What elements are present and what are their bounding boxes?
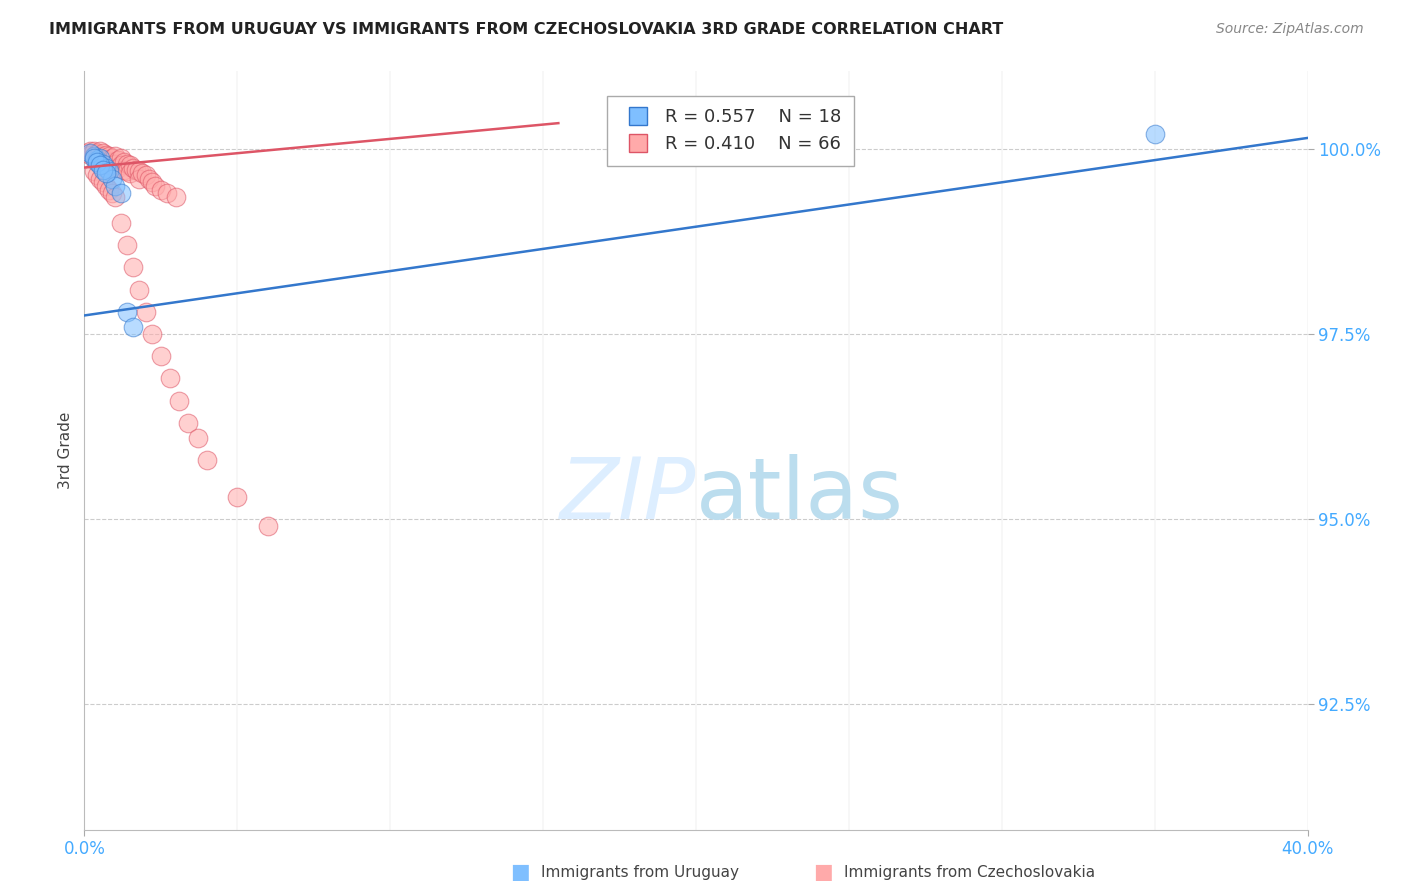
Point — [89, 154, 111, 169]
Point — [97, 164, 120, 178]
Text: IMMIGRANTS FROM URUGUAY VS IMMIGRANTS FROM CZECHOSLOVAKIA 3RD GRADE CORRELATION : IMMIGRANTS FROM URUGUAY VS IMMIGRANTS FR… — [49, 22, 1004, 37]
Text: Immigrants from Uruguay: Immigrants from Uruguay — [541, 865, 740, 880]
Point — [101, 158, 124, 172]
Point — [91, 153, 114, 168]
Point — [94, 161, 117, 175]
Text: ■: ■ — [813, 863, 832, 882]
Point — [83, 144, 105, 158]
Point — [89, 149, 111, 163]
Point — [86, 151, 108, 165]
Point — [94, 158, 117, 172]
Point — [138, 171, 160, 186]
Point — [83, 149, 105, 163]
Text: ZIP: ZIP — [560, 454, 696, 538]
Point — [89, 158, 111, 172]
Point — [128, 171, 150, 186]
Point — [112, 162, 135, 177]
Point — [165, 190, 187, 204]
Point — [115, 305, 138, 319]
Point — [91, 145, 114, 160]
Point — [97, 149, 120, 163]
Point — [79, 145, 101, 160]
Point — [104, 179, 127, 194]
Point — [94, 153, 117, 168]
Point — [167, 393, 190, 408]
Point — [86, 145, 108, 160]
Point — [86, 155, 108, 169]
Point — [91, 175, 114, 189]
Text: Source: ZipAtlas.com: Source: ZipAtlas.com — [1216, 22, 1364, 37]
Point — [101, 151, 124, 165]
Point — [177, 416, 200, 430]
Point — [195, 452, 218, 467]
Point — [104, 157, 127, 171]
Text: ■: ■ — [510, 863, 530, 882]
Point — [94, 166, 117, 180]
Point — [115, 157, 138, 171]
Point — [110, 151, 132, 165]
Point — [257, 519, 280, 533]
Point — [76, 145, 98, 160]
Point — [97, 155, 120, 169]
Point — [91, 162, 114, 177]
Point — [112, 155, 135, 169]
Point — [104, 149, 127, 163]
Point — [110, 216, 132, 230]
Point — [86, 168, 108, 182]
Point — [83, 164, 105, 178]
Point — [141, 175, 163, 189]
Point — [135, 305, 157, 319]
Point — [120, 166, 142, 180]
Point — [226, 490, 249, 504]
Point — [104, 190, 127, 204]
Point — [97, 161, 120, 175]
Y-axis label: 3rd Grade: 3rd Grade — [58, 412, 73, 489]
Point — [110, 158, 132, 172]
Point — [91, 157, 114, 171]
Point — [131, 166, 153, 180]
Point — [143, 179, 166, 194]
Point — [122, 260, 145, 275]
Point — [110, 186, 132, 201]
Point — [149, 183, 172, 197]
Point — [94, 179, 117, 194]
Point — [89, 171, 111, 186]
Point — [89, 145, 111, 159]
Point — [149, 349, 172, 363]
Point — [101, 186, 124, 201]
Point — [83, 151, 105, 165]
Point — [1143, 127, 1166, 141]
Point — [135, 168, 157, 182]
Point — [128, 164, 150, 178]
Text: Immigrants from Czechoslovakia: Immigrants from Czechoslovakia — [844, 865, 1095, 880]
Point — [83, 149, 105, 163]
Point — [125, 162, 148, 177]
Point — [159, 371, 181, 385]
Point — [107, 153, 129, 168]
Point — [156, 186, 179, 201]
Point — [89, 151, 111, 165]
Point — [107, 161, 129, 175]
Point — [79, 144, 101, 158]
Point — [122, 319, 145, 334]
Point — [94, 148, 117, 162]
Point — [128, 283, 150, 297]
Point — [97, 183, 120, 197]
Point — [79, 148, 101, 162]
Point — [115, 164, 138, 178]
Legend: R = 0.557    N = 18, R = 0.410    N = 66: R = 0.557 N = 18, R = 0.410 N = 66 — [607, 95, 853, 166]
Point — [141, 326, 163, 341]
Point — [186, 430, 208, 444]
Point — [86, 153, 108, 168]
Point — [115, 238, 138, 252]
Point — [120, 158, 142, 172]
Point — [122, 161, 145, 175]
Point — [101, 171, 124, 186]
Text: atlas: atlas — [696, 454, 904, 538]
